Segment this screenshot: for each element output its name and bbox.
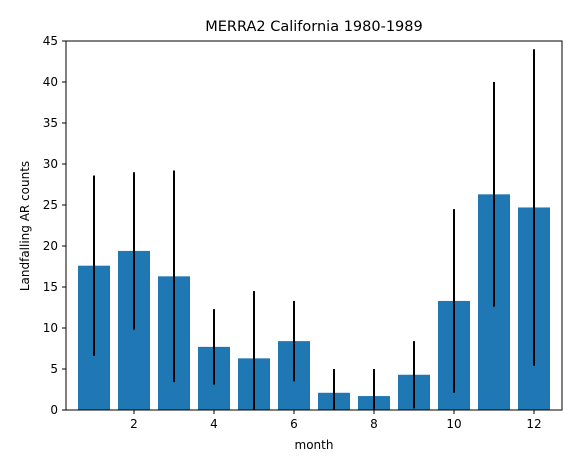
- x-tick-label: 4: [210, 417, 218, 431]
- y-tick-label: 45: [43, 34, 58, 48]
- x-tick-label: 2: [130, 417, 138, 431]
- y-tick-label: 10: [43, 321, 58, 335]
- y-tick-label: 0: [50, 403, 58, 417]
- y-axis-ticks: 0 5 10 15 20 25 30 35 40 45: [43, 34, 66, 417]
- y-tick-label: 30: [43, 157, 58, 171]
- x-tick-label: 12: [526, 417, 541, 431]
- y-tick-label: 25: [43, 198, 58, 212]
- y-tick-label: 15: [43, 280, 58, 294]
- x-tick-label: 10: [446, 417, 461, 431]
- chart-title: MERRA2 California 1980-1989: [205, 19, 423, 35]
- y-tick-label: 20: [43, 239, 58, 253]
- x-tick-label: 6: [290, 417, 298, 431]
- y-axis-label: Landfalling AR counts: [18, 161, 32, 291]
- x-axis-ticks: 2 4 6 8 10 12: [130, 410, 541, 431]
- bars-group: [78, 194, 550, 410]
- x-tick-label: 8: [370, 417, 378, 431]
- y-tick-label: 40: [43, 75, 58, 89]
- y-tick-label: 35: [43, 116, 58, 130]
- x-axis-label: month: [295, 438, 334, 452]
- y-tick-label: 5: [50, 362, 58, 376]
